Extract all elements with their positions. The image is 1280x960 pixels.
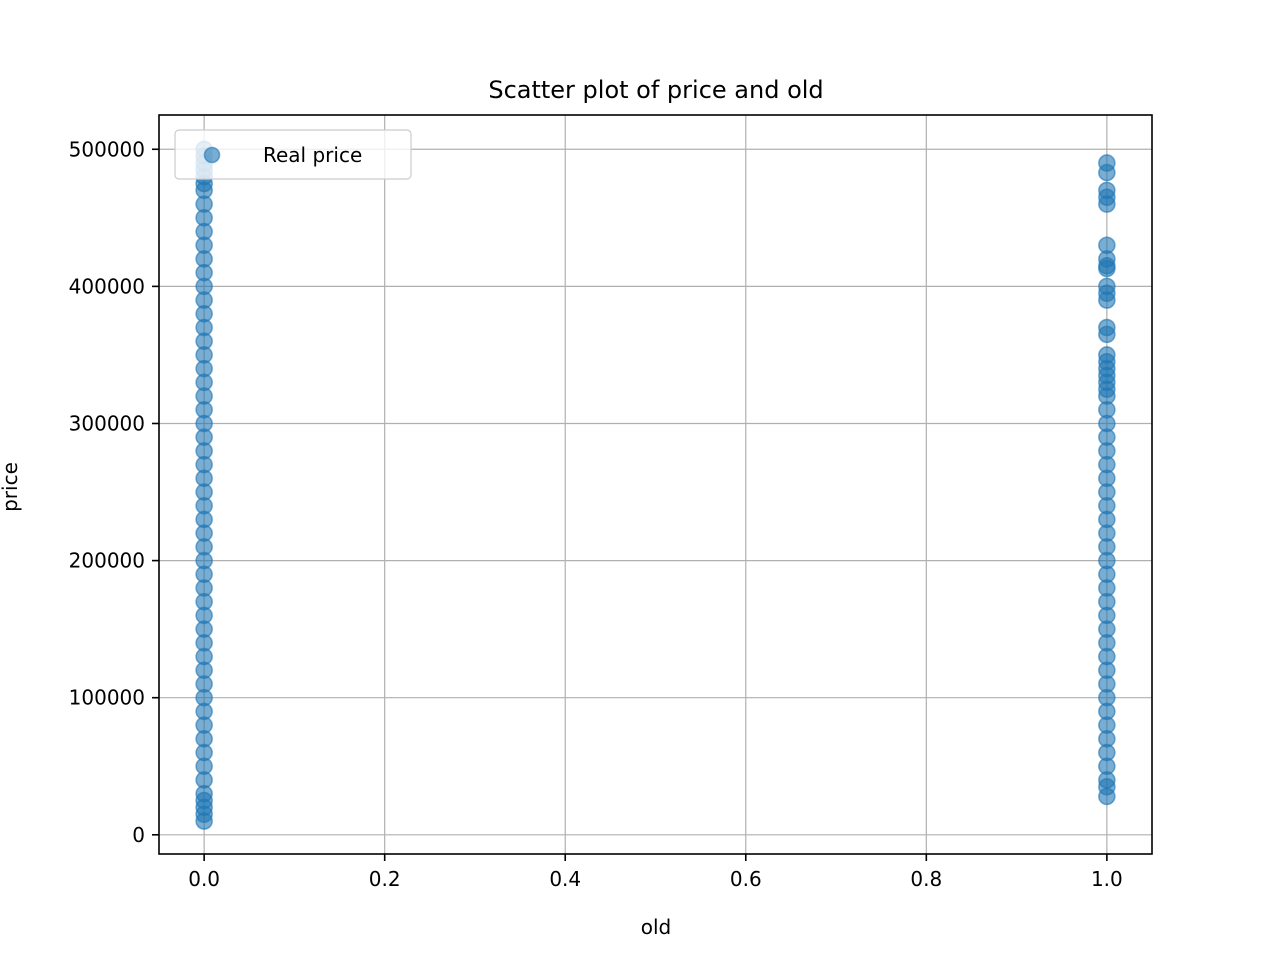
x-tick-label: 0.2: [369, 867, 401, 891]
y-tick-label: 0: [132, 823, 145, 847]
axes-frame: [158, 114, 1153, 855]
y-tick-label: 500000: [69, 137, 145, 161]
x-tick-label: 0.4: [549, 867, 581, 891]
y-axis-ticks: 0 100000 200000 300000 400000 500000: [69, 137, 159, 847]
legend: Real price: [174, 129, 412, 180]
x-tick-label: 1.0: [1091, 867, 1123, 891]
scatter-point: [1098, 154, 1116, 172]
scatter-point: [1098, 181, 1116, 200]
x-tick-label: 0.6: [730, 867, 762, 891]
x-tick-label: 0.8: [910, 867, 942, 891]
scatter-point: [1098, 236, 1116, 255]
y-tick-label: 400000: [69, 274, 145, 298]
legend-box: [174, 129, 412, 180]
y-tick-label: 300000: [69, 411, 145, 435]
scatter-point: [1098, 346, 1116, 364]
legend-marker: [203, 146, 221, 164]
scatter-point: [1098, 277, 1116, 296]
y-axis-label: price: [0, 462, 22, 512]
scatter-point: [1098, 318, 1116, 337]
x-axis-ticks: 0.0 0.2 0.4 0.6 0.8 1.0: [188, 854, 1123, 891]
legend-label: Real price: [263, 143, 362, 167]
chart-title: Scatter plot of price and old: [488, 76, 823, 104]
x-axis-label: old: [641, 915, 672, 939]
y-tick-label: 100000: [69, 686, 145, 710]
x-tick-label: 0.0: [188, 867, 220, 891]
y-tick-label: 200000: [69, 549, 145, 573]
grid-lines: [159, 115, 1152, 854]
